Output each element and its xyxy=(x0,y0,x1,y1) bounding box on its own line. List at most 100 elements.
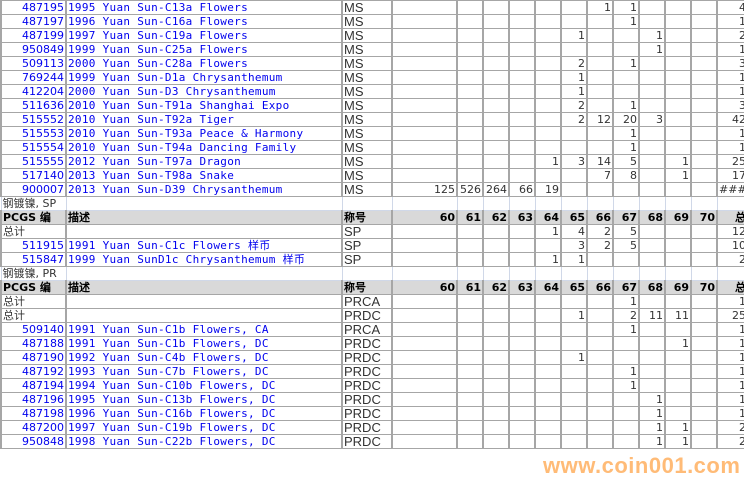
grade-cell-62 xyxy=(482,84,510,99)
coin-description-link[interactable]: 2010 Yuan Sun-T94a Dancing Family xyxy=(65,140,343,155)
pcgs-number-link[interactable]: 509113 xyxy=(0,56,67,71)
pcgs-number-link[interactable]: 487200 xyxy=(0,420,67,435)
pcgs-number-link[interactable]: 515847 xyxy=(0,252,67,267)
pcgs-number-link[interactable]: 487197 xyxy=(0,14,67,29)
grade-cell-61 xyxy=(456,14,484,29)
coin-description-link[interactable]: 1996 Yuan Sun-C16a Flowers xyxy=(65,14,343,29)
pcgs-number-link[interactable]: 511636 xyxy=(0,98,67,113)
coin-description-link[interactable]: 1998 Yuan Sun-C22b Flowers, DC xyxy=(65,434,343,449)
coin-description-link[interactable]: 1994 Yuan Sun-C10b Flowers, DC xyxy=(65,378,343,393)
grade-cell-65 xyxy=(560,392,588,407)
coin-description-link[interactable]: 1991 Yuan Sun-C1b Flowers, CA xyxy=(65,322,343,337)
grade-cell-65 xyxy=(560,434,588,449)
pcgs-number-link[interactable]: 950848 xyxy=(0,434,67,449)
table-row: 769244 1999 Yuan Sun-D1a Chrysanthemum MS 1… xyxy=(0,70,744,85)
coin-description-link[interactable]: 2000 Yuan Sun-D3 Chrysanthemum xyxy=(65,84,343,99)
grade-cell-64 xyxy=(534,84,562,99)
coin-description-link[interactable]: 2012 Yuan Sun-T97a Dragon xyxy=(65,154,343,169)
grade-cell-70 xyxy=(690,140,718,155)
total-cell: 42 xyxy=(716,112,744,127)
grade-cell-63 xyxy=(508,364,536,379)
grade-cell-70 xyxy=(690,84,718,99)
coin-description-link[interactable]: 1997 Yuan Sun-C19a Flowers xyxy=(65,28,343,43)
table-row: 511636 2010 Yuan Sun-T91a Shanghai Expo MS… xyxy=(0,98,744,113)
grade-cell-62 xyxy=(482,154,510,169)
grade-cell-70 xyxy=(690,14,718,29)
pcgs-number-link[interactable]: 511915 xyxy=(0,238,67,253)
pcgs-number-link[interactable]: 769244 xyxy=(0,70,67,85)
grade-cell-70 xyxy=(690,322,718,337)
grade-cell-70 xyxy=(690,406,718,421)
coin-description-link[interactable]: 1992 Yuan Sun-C4b Flowers, DC xyxy=(65,350,343,365)
grade-cell-70 xyxy=(690,252,718,267)
coin-description-link[interactable]: 2010 Yuan Sun-T93a Peace & Harmony xyxy=(65,126,343,141)
pcgs-number-link[interactable]: 487194 xyxy=(0,378,67,393)
coin-description-link[interactable]: 1996 Yuan Sun-C16b Flowers, DC xyxy=(65,406,343,421)
grade-cell-66: 14 xyxy=(586,154,614,169)
grade-cell-65: 2 xyxy=(560,112,588,127)
pcgs-number-link[interactable]: 515552 xyxy=(0,112,67,127)
coin-description-link[interactable]: 1997 Yuan Sun-C19b Flowers, DC xyxy=(65,420,343,435)
coin-description-link[interactable]: 1999 Yuan SunD1c Chrysanthemum 样币 xyxy=(65,252,343,267)
grade-cell-64 xyxy=(534,420,562,435)
coin-description-link[interactable]: 2010 Yuan Sun-T92a Tiger xyxy=(65,112,343,127)
coin-description-link[interactable]: 1999 Yuan Sun-C25a Flowers xyxy=(65,42,343,57)
table-row: 487192 1993 Yuan Sun-C7b Flowers, DC PRDC 1… xyxy=(0,364,744,379)
pcgs-number-link[interactable]: 515553 xyxy=(0,126,67,141)
grade-cell-69: 1 xyxy=(664,420,692,435)
table-row: 509140 1991 Yuan Sun-C1b Flowers, CA PRCA 1… xyxy=(0,322,744,337)
pcgs-number-link[interactable]: 515554 xyxy=(0,140,67,155)
grade-cell-62 xyxy=(482,112,510,127)
grade-cell-64 xyxy=(534,0,562,15)
empty-cell xyxy=(65,266,343,281)
grade-cell-70 xyxy=(690,70,718,85)
grade-cell-62 xyxy=(482,28,510,43)
coin-description-link[interactable]: 2000 Yuan Sun-C28a Flowers xyxy=(65,56,343,71)
coin-description-link[interactable]: 1995 Yuan Sun-C13a Flowers xyxy=(65,0,343,15)
coin-description-link[interactable]: 1995 Yuan Sun-C13b Flowers, DC xyxy=(65,392,343,407)
coin-description-link[interactable]: 1999 Yuan Sun-D1a Chrysanthemum xyxy=(65,70,343,85)
pcgs-number-link[interactable]: 487195 xyxy=(0,0,67,15)
coin-description-link[interactable]: 2013 Yuan Sun-T98a Snake xyxy=(65,168,343,183)
pcgs-number-link[interactable]: 950849 xyxy=(0,42,67,57)
coin-description-link[interactable]: 2010 Yuan Sun-T91a Shanghai Expo xyxy=(65,98,343,113)
grade-cell-66 xyxy=(586,420,614,435)
grade-cell-61 xyxy=(456,42,484,57)
pcgs-number-link[interactable]: 515555 xyxy=(0,154,67,169)
coin-description-link[interactable]: 1991 Yuan Sun-C1c Flowers 样币 xyxy=(65,238,343,253)
coin-description-link[interactable]: 2013 Yuan Sun-D39 Chrysanthemum xyxy=(65,182,343,197)
total-cell: ### xyxy=(716,182,744,197)
pcgs-number-link[interactable]: 487199 xyxy=(0,28,67,43)
pcgs-number-link[interactable]: 487196 xyxy=(0,392,67,407)
grade-cell-69 xyxy=(664,238,692,253)
grade-cell-63 xyxy=(508,98,536,113)
coin-description-link[interactable]: 1993 Yuan Sun-C7b Flowers, DC xyxy=(65,364,343,379)
grade-cell-67: 1 xyxy=(612,14,640,29)
grade-cell-62 xyxy=(482,434,510,449)
pcgs-number-link[interactable]: 517140 xyxy=(0,168,67,183)
grade-cell-64 xyxy=(534,406,562,421)
grade-cell-69: 1 xyxy=(664,434,692,449)
grade-cell-70 xyxy=(690,154,718,169)
pcgs-number-link[interactable]: 487198 xyxy=(0,406,67,421)
pcgs-number-link[interactable]: 509140 xyxy=(0,322,67,337)
total-cell: 3 xyxy=(716,56,744,71)
pcgs-number-link[interactable]: 487190 xyxy=(0,350,67,365)
grade-cell-63: 66 xyxy=(508,182,536,197)
grade-cell-67 xyxy=(612,182,640,197)
grade-cell-61 xyxy=(456,168,484,183)
designation-cell: PRDC xyxy=(341,350,393,365)
grade-cell-65 xyxy=(560,126,588,141)
pcgs-number-link[interactable]: 412204 xyxy=(0,84,67,99)
grade-cell-64 xyxy=(534,112,562,127)
grade-cell-63 xyxy=(508,336,536,351)
grade-cell-63 xyxy=(508,140,536,155)
grade-cell-66 xyxy=(586,406,614,421)
grade-cell-69 xyxy=(664,224,692,239)
total-label: 总计 xyxy=(0,294,67,309)
pcgs-number-link[interactable]: 487188 xyxy=(0,336,67,351)
coin-description-link[interactable]: 1991 Yuan Sun-C1b Flowers, DC xyxy=(65,336,343,351)
pcgs-number-link[interactable]: 900007 xyxy=(0,182,67,197)
pcgs-number-link[interactable]: 487192 xyxy=(0,364,67,379)
grade-cell-67 xyxy=(612,252,640,267)
